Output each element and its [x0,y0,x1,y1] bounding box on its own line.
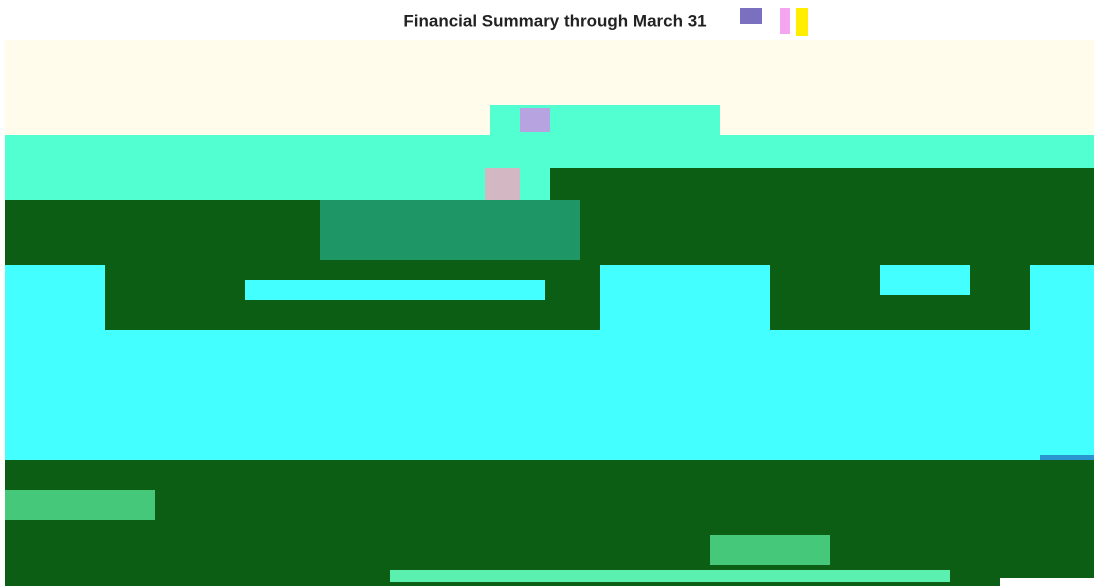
cell-highlight [320,200,580,260]
header-block [550,168,1094,200]
cell-highlight [5,265,105,330]
table-body [5,330,1094,460]
screenshot: Financial Summary through March 31 [0,0,1094,586]
glitch-block [796,8,808,36]
scrollbar-end [1000,578,1094,586]
glitch-block [740,8,762,24]
page-title: Financial Summary through March 31 [403,11,706,30]
cell-highlight [710,535,830,565]
glitch-block [780,8,790,34]
cell-highlight [600,265,770,330]
cell-highlight [880,265,970,295]
cell-highlight [1030,265,1094,330]
cell-highlight [245,280,545,300]
table-footer [5,460,1094,586]
scrollbar[interactable] [390,570,950,582]
page: Financial Summary through March 31 [0,0,1094,586]
glitch-block [520,108,550,132]
glitch-block [485,168,520,200]
cell-highlight [5,490,155,520]
